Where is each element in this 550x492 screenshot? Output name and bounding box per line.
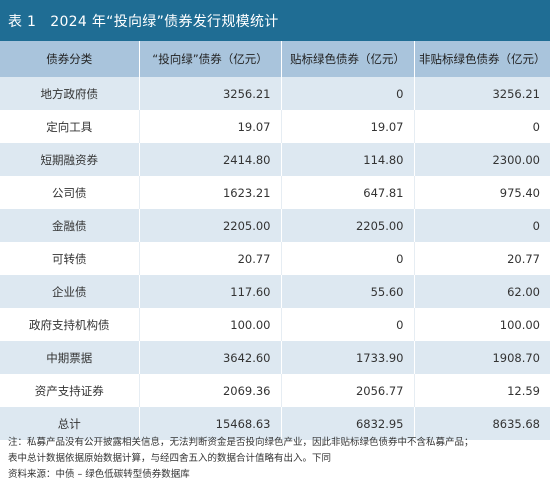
cell-category: 政府支持机构债 — [0, 308, 139, 341]
table-row: 政府支持机构债 100.00 0 100.00 — [0, 308, 550, 341]
cell-labeled-green: 0 — [280, 77, 414, 110]
cell-green-investment: 15468.63 — [138, 407, 281, 440]
column-header-category: 债券分类 — [0, 41, 139, 77]
table-row: 中期票据 3642.60 1733.90 1908.70 — [0, 341, 550, 374]
cell-labeled-green: 2056.77 — [280, 374, 414, 407]
cell-unlabeled-green: 1908.70 — [413, 341, 550, 374]
cell-category: 企业债 — [0, 275, 139, 308]
cell-unlabeled-green: 12.59 — [413, 374, 550, 407]
cell-unlabeled-green: 62.00 — [413, 275, 550, 308]
cell-unlabeled-green: 3256.21 — [413, 77, 550, 110]
cell-labeled-green: 2205.00 — [280, 209, 414, 242]
cell-labeled-green: 0 — [280, 242, 414, 275]
cell-green-investment: 2205.00 — [138, 209, 281, 242]
cell-category: 总计 — [0, 407, 139, 440]
cell-unlabeled-green: 20.77 — [413, 242, 550, 275]
cell-labeled-green: 647.81 — [280, 176, 414, 209]
cell-category: 短期融资券 — [0, 143, 139, 176]
cell-unlabeled-green: 100.00 — [413, 308, 550, 341]
column-header-labeled-green: 贴标绿色债券（亿元） — [280, 41, 414, 77]
cell-green-investment: 2069.36 — [138, 374, 281, 407]
cell-green-investment: 2414.80 — [138, 143, 281, 176]
cell-labeled-green: 6832.95 — [280, 407, 414, 440]
cell-unlabeled-green: 0 — [413, 110, 550, 143]
table-row: 企业债 117.60 55.60 62.00 — [0, 275, 550, 308]
note-line-2: 表中总计数据依据原始数据计算，与经四舍五入的数据合计值略有出入。下同 — [8, 453, 332, 464]
table-row: 可转债 20.77 0 20.77 — [0, 242, 550, 275]
cell-labeled-green: 1733.90 — [280, 341, 414, 374]
cell-category: 定向工具 — [0, 110, 139, 143]
table-row: 金融债 2205.00 2205.00 0 — [0, 209, 550, 242]
bond-issuance-table: 债券分类 “投向绿”债券（亿元） 贴标绿色债券（亿元） 非贴标绿色债券（亿元） … — [0, 41, 550, 440]
cell-green-investment: 100.00 — [138, 308, 281, 341]
column-header-green-investment: “投向绿”债券（亿元） — [138, 41, 281, 77]
table-title: 2024 年“投向绿”债券发行规模统计 — [50, 13, 279, 30]
cell-green-investment: 117.60 — [138, 275, 281, 308]
table-row: 资产支持证券 2069.36 2056.77 12.59 — [0, 374, 550, 407]
table-row: 公司债 1623.21 647.81 975.40 — [0, 176, 550, 209]
cell-category: 公司债 — [0, 176, 139, 209]
cell-labeled-green: 19.07 — [280, 110, 414, 143]
column-header-unlabeled-green: 非贴标绿色债券（亿元） — [413, 41, 550, 77]
cell-category: 地方政府债 — [0, 77, 139, 110]
cell-category: 中期票据 — [0, 341, 139, 374]
cell-green-investment: 3256.21 — [138, 77, 281, 110]
cell-category: 可转债 — [0, 242, 139, 275]
table-number: 表 1 — [8, 13, 37, 30]
table-notes: 注：私募产品没有公开披露相关信息，无法判断资金是否投向绿色产业，因此非贴标绿色债… — [8, 435, 548, 483]
table-title-bar: 表 1 2024 年“投向绿”债券发行规模统计 — [0, 0, 550, 41]
cell-labeled-green: 55.60 — [280, 275, 414, 308]
table-row: 定向工具 19.07 19.07 0 — [0, 110, 550, 143]
cell-unlabeled-green: 8635.68 — [413, 407, 550, 440]
cell-category: 金融债 — [0, 209, 139, 242]
cell-unlabeled-green: 975.40 — [413, 176, 550, 209]
cell-labeled-green: 114.80 — [280, 143, 414, 176]
total-row: 总计 15468.63 6832.95 8635.68 — [0, 407, 550, 440]
cell-labeled-green: 0 — [280, 308, 414, 341]
table-row: 地方政府债 3256.21 0 3256.21 — [0, 77, 550, 110]
cell-green-investment: 20.77 — [138, 242, 281, 275]
cell-green-investment: 19.07 — [138, 110, 281, 143]
data-source: 资料来源：中债 – 绿色低碳转型债券数据库 — [8, 469, 190, 480]
table-header-row: 债券分类 “投向绿”债券（亿元） 贴标绿色债券（亿元） 非贴标绿色债券（亿元） — [0, 41, 550, 77]
cell-green-investment: 3642.60 — [138, 341, 281, 374]
cell-category: 资产支持证券 — [0, 374, 139, 407]
note-line-1: 注：私募产品没有公开披露相关信息，无法判断资金是否投向绿色产业，因此非贴标绿色债… — [8, 437, 474, 448]
cell-green-investment: 1623.21 — [138, 176, 281, 209]
cell-unlabeled-green: 0 — [413, 209, 550, 242]
table-row: 短期融资券 2414.80 114.80 2300.00 — [0, 143, 550, 176]
cell-unlabeled-green: 2300.00 — [413, 143, 550, 176]
